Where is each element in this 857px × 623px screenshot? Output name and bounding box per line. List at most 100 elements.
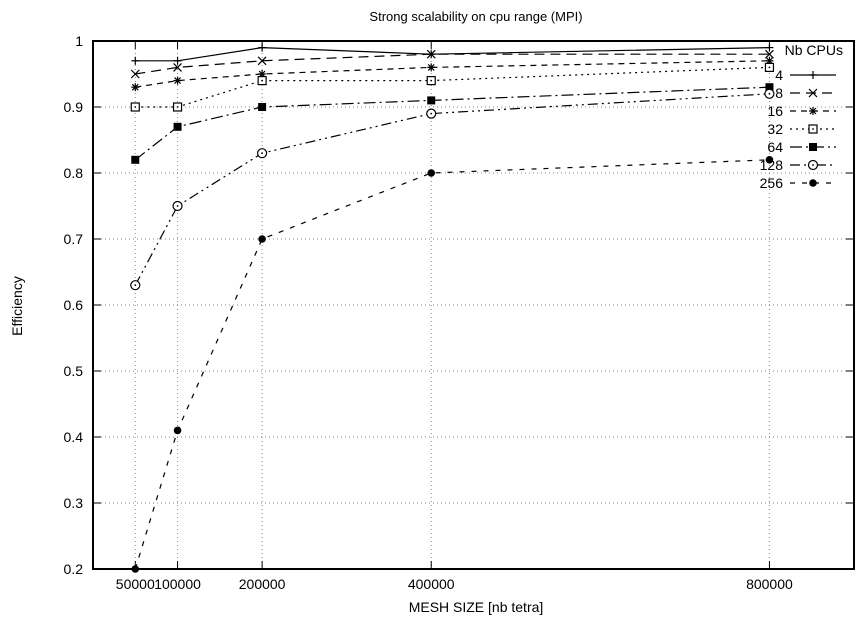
y-tick-label: 1: [75, 33, 83, 49]
legend-entry-128-label: 128: [760, 157, 784, 173]
legend-entry-16-marker: [809, 107, 817, 115]
x-tick-label: 800000: [746, 576, 793, 592]
series-128-point: [257, 148, 268, 159]
legend-entry-16-label: 16: [767, 103, 783, 119]
series-8-point-stroke: [173, 62, 182, 72]
legend-entry-128: 128: [760, 157, 836, 173]
legend-entry-8: 8: [775, 85, 836, 101]
series-64-point: [258, 103, 267, 111]
series-8-line: [135, 53, 770, 75]
series-16-point: [427, 63, 436, 72]
series-group: [130, 43, 775, 573]
series-32-line: [135, 66, 770, 108]
series-128-point-dot: [176, 205, 179, 207]
legend-entry-64-marker: [809, 143, 817, 151]
legend-entry-256-marker-shape: [809, 179, 817, 187]
y-tick-label: 0.2: [64, 561, 84, 577]
series-8-point: [426, 49, 436, 59]
series-256: [131, 156, 774, 573]
series-32-point: [426, 75, 436, 86]
series-8-point-stroke: [130, 69, 140, 79]
series-64-point: [427, 96, 436, 105]
x-tick-label: 400000: [408, 576, 455, 592]
y-tick-label: 0.3: [64, 495, 84, 511]
series-16-point-stroke: [174, 77, 181, 85]
y-tick-label: 0.4: [64, 429, 84, 445]
series-256-point: [173, 426, 182, 435]
series-256-point-shape: [258, 235, 266, 243]
series-128-point: [764, 88, 775, 99]
legend-entry-16: 16: [767, 103, 836, 119]
series-32-point-dot: [768, 66, 771, 69]
legend-entry-128-marker-dot: [812, 164, 814, 166]
legend-entry-64-marker-shape: [809, 143, 817, 151]
y-axis-label: Efficiency: [9, 276, 25, 336]
series-16-point: [765, 56, 774, 65]
series-32-point: [257, 75, 267, 86]
series-8-point: [130, 69, 140, 79]
series-4-line: [135, 46, 770, 62]
series-8-point: [765, 49, 774, 59]
legend-entry-256-marker: [809, 179, 817, 187]
series-64-point: [173, 122, 182, 131]
series-64-point-shape: [765, 83, 774, 92]
chart-title: Strong scalability on cpu range (MPI): [369, 9, 582, 24]
series-64-point: [131, 155, 140, 164]
series-128-point-dot: [134, 284, 137, 287]
series-4-point: [258, 43, 267, 52]
series-16-point-stroke: [766, 57, 773, 65]
axis-ticks: 0.2 0.3 0.4 0.5 0.6 0.7 0.8 0.9 1 50000 100000 2000…: [64, 33, 854, 592]
series-8-point: [173, 62, 182, 72]
series-256-point: [258, 235, 266, 243]
series-16-point-stroke: [427, 63, 435, 71]
series-16-line: [135, 60, 770, 88]
legend-entry-8-label: 8: [775, 85, 783, 101]
series-32-point: [172, 102, 183, 112]
legend-entry-32-marker-dot: [812, 128, 814, 130]
legend-entry-64: 64: [767, 139, 836, 155]
series-128-point: [426, 108, 437, 119]
series-16-point: [173, 76, 182, 85]
series-256-point-shape: [427, 169, 436, 177]
series-32-point-dot: [176, 106, 179, 108]
series-64-point: [765, 83, 774, 92]
series-128-line: [134, 93, 770, 286]
series-256-point-shape: [173, 426, 182, 435]
series-32-point: [130, 102, 140, 112]
series-64-line: [134, 86, 770, 161]
series-8-point-stroke: [426, 49, 436, 59]
series-16-point-stroke: [131, 83, 139, 91]
series-256-point: [427, 169, 436, 177]
series-128-point: [130, 280, 141, 291]
legend-entry-32: 32: [767, 121, 836, 137]
series-128-point-dot: [768, 92, 771, 95]
series-8-point-stroke: [765, 49, 774, 59]
legend-title: Nb CPUs: [785, 42, 843, 58]
series-32-point: [764, 62, 775, 73]
series-8: [130, 49, 774, 79]
y-tick-label: 0.8: [64, 165, 84, 181]
legend-entry-4: 4: [775, 67, 836, 83]
series-16: [131, 56, 774, 92]
series-128-point: [172, 200, 183, 212]
plot-frame: [92, 40, 855, 570]
x-tick-label: 50000: [116, 576, 155, 592]
series-64-point-shape: [173, 122, 182, 131]
legend-entry-16-marker-stroke: [809, 107, 817, 115]
legend-entry-32-marker: [808, 124, 818, 134]
legend-entry-32-label: 32: [767, 121, 783, 137]
legend-entry-4-marker: [809, 71, 817, 79]
series-16-point: [131, 83, 140, 92]
series-8-point: [257, 56, 267, 66]
y-tick-label: 0.5: [64, 363, 84, 379]
legend-entry-128-marker: [807, 159, 819, 171]
series-4: [131, 43, 774, 65]
legend-entry-4-label: 4: [775, 67, 783, 83]
series-128-point-dot: [430, 112, 433, 115]
grid: [93, 41, 854, 569]
series-4-point: [131, 56, 140, 65]
series-64-point-shape: [258, 103, 267, 111]
series-8-point-stroke: [257, 56, 267, 66]
y-tick-label: 0.9: [64, 99, 84, 115]
